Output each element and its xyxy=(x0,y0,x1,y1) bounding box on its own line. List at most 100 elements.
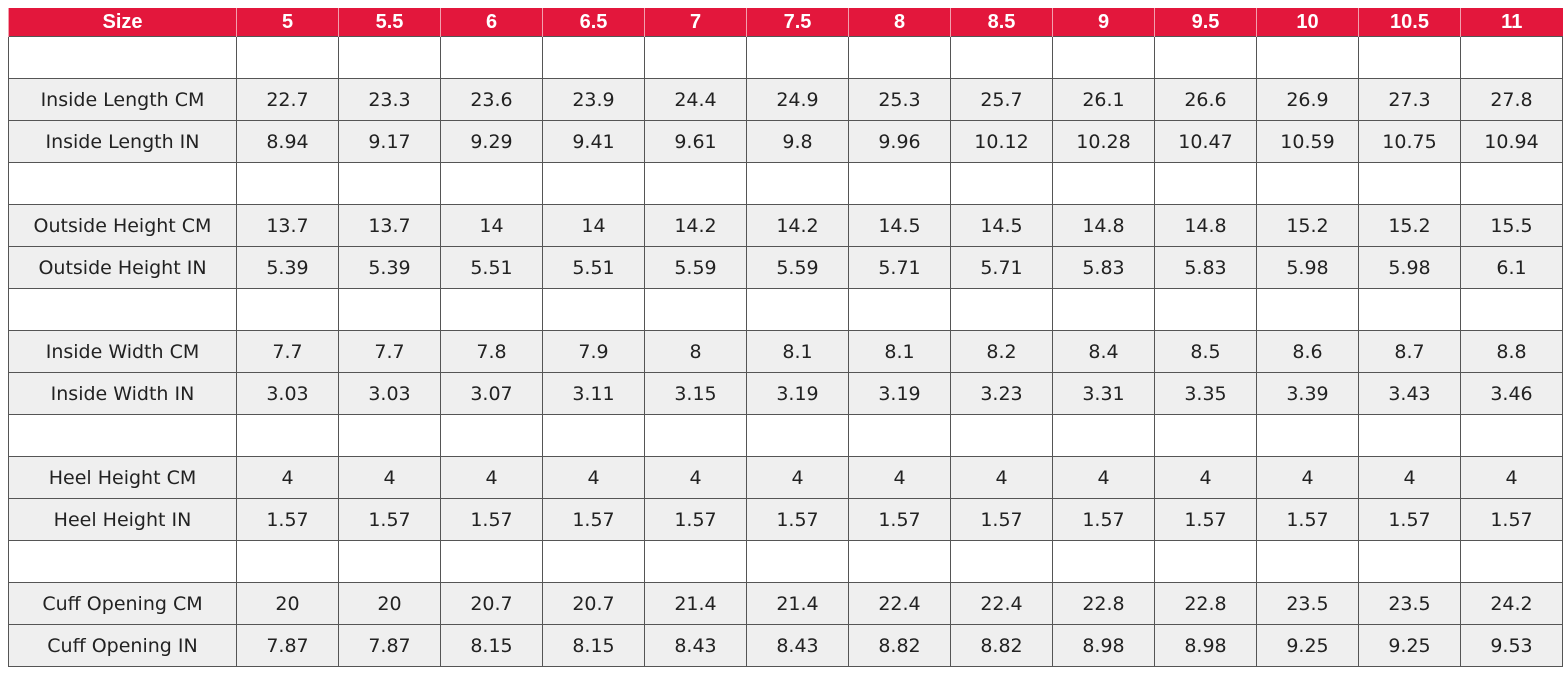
value-cell: 8.82 xyxy=(848,624,951,667)
value-cell: 8.8 xyxy=(1460,330,1563,373)
value-cell: 5.71 xyxy=(848,246,951,289)
value-cell: 9.8 xyxy=(746,120,849,163)
value-cell: 5.51 xyxy=(542,246,645,289)
empty-cell xyxy=(440,414,543,457)
data-row: Heel Height CM 4 4 4 4 4 4 4 4 4 4 4 4 4 xyxy=(8,456,1563,499)
row-label: Cuff Opening IN xyxy=(8,624,237,667)
header-label: Size xyxy=(8,8,237,37)
value-cell: 3.46 xyxy=(1460,372,1563,415)
empty-cell xyxy=(440,540,543,583)
value-cell: 7.9 xyxy=(542,330,645,373)
value-cell: 13.7 xyxy=(236,204,339,247)
data-row: Inside Width CM 7.7 7.7 7.8 7.9 8 8.1 8.1 8.2 8.4… xyxy=(8,330,1563,373)
value-cell: 8.43 xyxy=(644,624,747,667)
value-cell: 3.23 xyxy=(950,372,1053,415)
empty-cell xyxy=(1256,288,1359,331)
value-cell: 1.57 xyxy=(950,498,1053,541)
value-cell: 13.7 xyxy=(338,204,441,247)
value-cell: 4 xyxy=(746,456,849,499)
empty-cell xyxy=(1460,540,1563,583)
spacer-row xyxy=(8,288,1563,331)
value-cell: 8.5 xyxy=(1154,330,1257,373)
empty-cell xyxy=(542,414,645,457)
size-header: 9.5 xyxy=(1154,8,1257,37)
value-cell: 8 xyxy=(644,330,747,373)
value-cell: 8.4 xyxy=(1052,330,1155,373)
row-label: Cuff Opening CM xyxy=(8,582,237,625)
empty-cell xyxy=(338,540,441,583)
value-cell: 5.98 xyxy=(1256,246,1359,289)
empty-cell xyxy=(1460,414,1563,457)
value-cell: 9.29 xyxy=(440,120,543,163)
size-header: 10.5 xyxy=(1358,8,1461,37)
empty-cell xyxy=(1358,162,1461,205)
value-cell: 21.4 xyxy=(746,582,849,625)
value-cell: 1.57 xyxy=(1256,498,1359,541)
size-header: 6 xyxy=(440,8,543,37)
size-header: 9 xyxy=(1052,8,1155,37)
empty-cell xyxy=(1154,288,1257,331)
empty-cell xyxy=(1052,36,1155,79)
empty-cell xyxy=(236,414,339,457)
empty-cell xyxy=(338,414,441,457)
value-cell: 20.7 xyxy=(440,582,543,625)
value-cell: 14.5 xyxy=(950,204,1053,247)
value-cell: 1.57 xyxy=(848,498,951,541)
empty-cell xyxy=(950,162,1053,205)
spacer-row xyxy=(8,162,1563,205)
value-cell: 27.8 xyxy=(1460,78,1563,121)
value-cell: 5.83 xyxy=(1154,246,1257,289)
value-cell: 10.59 xyxy=(1256,120,1359,163)
empty-cell xyxy=(644,288,747,331)
empty-cell xyxy=(746,540,849,583)
value-cell: 20 xyxy=(236,582,339,625)
row-label: Inside Length IN xyxy=(8,120,237,163)
empty-cell xyxy=(1460,162,1563,205)
empty-cell xyxy=(746,414,849,457)
empty-cell xyxy=(236,36,339,79)
empty-cell xyxy=(1358,288,1461,331)
value-cell: 21.4 xyxy=(644,582,747,625)
value-cell: 10.75 xyxy=(1358,120,1461,163)
empty-cell xyxy=(950,540,1053,583)
value-cell: 22.8 xyxy=(1154,582,1257,625)
value-cell: 3.35 xyxy=(1154,372,1257,415)
value-cell: 8.15 xyxy=(440,624,543,667)
empty-cell xyxy=(848,36,951,79)
value-cell: 15.2 xyxy=(1358,204,1461,247)
value-cell: 10.94 xyxy=(1460,120,1563,163)
value-cell: 8.2 xyxy=(950,330,1053,373)
value-cell: 8.1 xyxy=(848,330,951,373)
value-cell: 5.83 xyxy=(1052,246,1155,289)
empty-cell xyxy=(1154,540,1257,583)
value-cell: 14 xyxy=(542,204,645,247)
value-cell: 9.41 xyxy=(542,120,645,163)
empty-cell xyxy=(542,162,645,205)
empty-cell xyxy=(1052,288,1155,331)
data-row: Outside Height CM 13.7 13.7 14 14 14.2 14.2 14.… xyxy=(8,204,1563,247)
empty-cell xyxy=(1052,414,1155,457)
size-header: 7.5 xyxy=(746,8,849,37)
size-header: 11 xyxy=(1460,8,1563,37)
value-cell: 1.57 xyxy=(236,498,339,541)
value-cell: 3.19 xyxy=(746,372,849,415)
value-cell: 7.8 xyxy=(440,330,543,373)
value-cell: 26.9 xyxy=(1256,78,1359,121)
value-cell: 1.57 xyxy=(1154,498,1257,541)
data-row: Cuff Opening IN 7.87 7.87 8.15 8.15 8.43 8.43 8… xyxy=(8,624,1563,667)
value-cell: 22.8 xyxy=(1052,582,1155,625)
empty-cell xyxy=(542,288,645,331)
row-label: Inside Width IN xyxy=(8,372,237,415)
value-cell: 14 xyxy=(440,204,543,247)
empty-cell xyxy=(440,288,543,331)
row-label: Heel Height IN xyxy=(8,498,237,541)
value-cell: 4 xyxy=(236,456,339,499)
data-row: Inside Width IN 3.03 3.03 3.07 3.11 3.15 3.19 3… xyxy=(8,372,1563,415)
empty-cell xyxy=(644,162,747,205)
value-cell: 24.4 xyxy=(644,78,747,121)
empty-cell xyxy=(8,540,237,583)
header-row: Size 5 5.5 6 6.5 7 7.5 8 8.5 9 9.5 10 10.5 11 xyxy=(8,8,1563,37)
value-cell: 4 xyxy=(950,456,1053,499)
empty-cell xyxy=(1052,540,1155,583)
empty-cell xyxy=(644,36,747,79)
